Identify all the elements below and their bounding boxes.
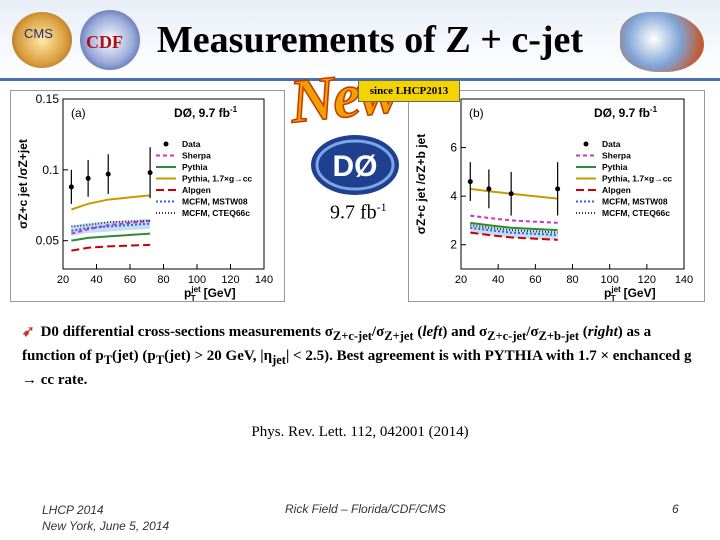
chart-panel-b: 20 40 60 80 100 120 140 2 4 6 (b) DØ, 9.7 fb-1 Data S… <box>408 90 705 303</box>
footer-author: Rick Field – Florida/CDF/CMS <box>285 502 446 516</box>
slide-number: 6 <box>672 502 679 516</box>
y-tick-label: 0.05 <box>36 234 60 248</box>
legend-label: MCFM, MSTW08 <box>602 197 668 207</box>
plot-frame <box>62 98 265 270</box>
legend-label: Pythia <box>182 162 208 172</box>
series-line <box>470 214 558 224</box>
experiment-label: DØ, 9.7 fb-1 <box>174 105 238 120</box>
x-tick-label: 60 <box>124 274 136 286</box>
data-point <box>508 191 514 197</box>
x-tick-label: 40 <box>90 274 102 286</box>
series-line <box>71 243 151 252</box>
legend-label: Pythia, 1.7×g→cc <box>602 174 672 184</box>
legend-label: MCFM, MSTW08 <box>182 197 248 207</box>
mcfm-band <box>71 218 151 236</box>
d0-logo: DØ <box>311 135 399 195</box>
mcfm-band <box>470 222 558 241</box>
series-line <box>71 222 151 232</box>
series-line <box>470 226 558 236</box>
series-line <box>71 232 151 242</box>
cms-logo <box>12 12 72 68</box>
legend-label: Sherpa <box>602 151 631 161</box>
data-point <box>105 171 111 177</box>
data-point <box>555 186 561 192</box>
panel-label: (a) <box>71 106 86 120</box>
legend-label: Data <box>602 139 621 149</box>
arrow-icon: ➹ <box>22 324 35 340</box>
panel-label: (b) <box>469 106 484 120</box>
x-tick-label: 100 <box>188 274 206 286</box>
y-axis-title: σZ+c jet /σZ+jet <box>16 139 30 229</box>
legend-label: Data <box>182 139 201 149</box>
legend-label: Alpgen <box>602 185 631 195</box>
experiment-label: DØ, 9.7 fb-1 <box>594 105 658 120</box>
chart-b-svg: 20 40 60 80 100 120 140 2 4 6 (b) DØ, 9.7 fb-1 Data S… <box>414 98 693 303</box>
collaboration-logo <box>620 12 704 72</box>
series-line <box>470 187 558 200</box>
series-line <box>71 194 151 211</box>
cdf-logo-text: CDF <box>86 32 123 52</box>
data-point <box>147 170 153 176</box>
slide-title: Measurements of Z + c-jet <box>156 19 584 61</box>
x-tick-label: 20 <box>57 274 69 286</box>
cdf-logo <box>80 10 140 70</box>
legend-label: Alpgen <box>182 185 211 195</box>
legend-label: Pythia <box>602 162 628 172</box>
data-point <box>467 179 473 185</box>
y-tick-label: 2 <box>450 238 457 252</box>
data-point <box>68 184 74 190</box>
x-tick-label: 60 <box>529 274 541 286</box>
chart-a-svg: 20 40 60 80 100 120 140 0.05 0.1 0.15 (a) DØ, 9.7 f… <box>16 92 273 303</box>
data-point <box>486 186 492 192</box>
x-axis-title: pjet T [GeV] <box>184 285 236 301</box>
y-tick-label: 0.15 <box>36 92 60 106</box>
data-point <box>85 175 91 181</box>
series-line <box>470 221 558 232</box>
x-tick-label: 140 <box>255 274 273 286</box>
chart-panel-a: 20 40 60 80 100 120 140 0.05 0.1 0.15 (a) DØ, 9.7 f… <box>10 90 285 303</box>
y-tick-label: 4 <box>450 189 457 203</box>
legend-label: MCFM, CTEQ66c <box>602 208 670 218</box>
bullet-text: ➹ D0 differential cross-sections measurem… <box>22 324 692 388</box>
x-axis-title: pjet T [GeV] <box>604 285 656 301</box>
legend-label: Sherpa <box>182 151 211 161</box>
footer-event: LHCP 2014 New York, June 5, 2014 <box>42 503 170 533</box>
x-tick-label: 40 <box>492 274 504 286</box>
x-tick-label: 80 <box>566 274 578 286</box>
plot-frame <box>460 98 685 270</box>
legend-marker <box>583 141 589 147</box>
y-axis-title: σZ+c jet /σZ+b jet <box>414 134 428 234</box>
series-line <box>470 231 558 241</box>
luminosity-label: 9.7 fb-1 <box>330 200 387 224</box>
x-tick-label: 120 <box>221 274 239 286</box>
cms-logo-text: CMS <box>24 26 53 41</box>
series-line <box>470 224 558 234</box>
x-tick-label: 20 <box>455 274 467 286</box>
x-tick-label: 120 <box>638 274 656 286</box>
x-tick-label: 140 <box>675 274 693 286</box>
legend-marker <box>163 141 169 147</box>
legend-label: MCFM, CTEQ66c <box>182 208 250 218</box>
series-line <box>71 219 151 235</box>
y-tick-label: 6 <box>450 141 457 155</box>
x-tick-label: 100 <box>600 274 618 286</box>
since-badge: since LHCP2013 <box>358 80 460 102</box>
legend-label: Pythia, 1.7×g→cc <box>182 174 252 184</box>
x-tick-label: 80 <box>157 274 169 286</box>
d0-logo-text: DØ <box>333 150 378 183</box>
y-tick-label: 0.1 <box>42 163 59 177</box>
citation: Phys. Rev. Lett. 112, 042001 (2014) <box>251 424 469 440</box>
